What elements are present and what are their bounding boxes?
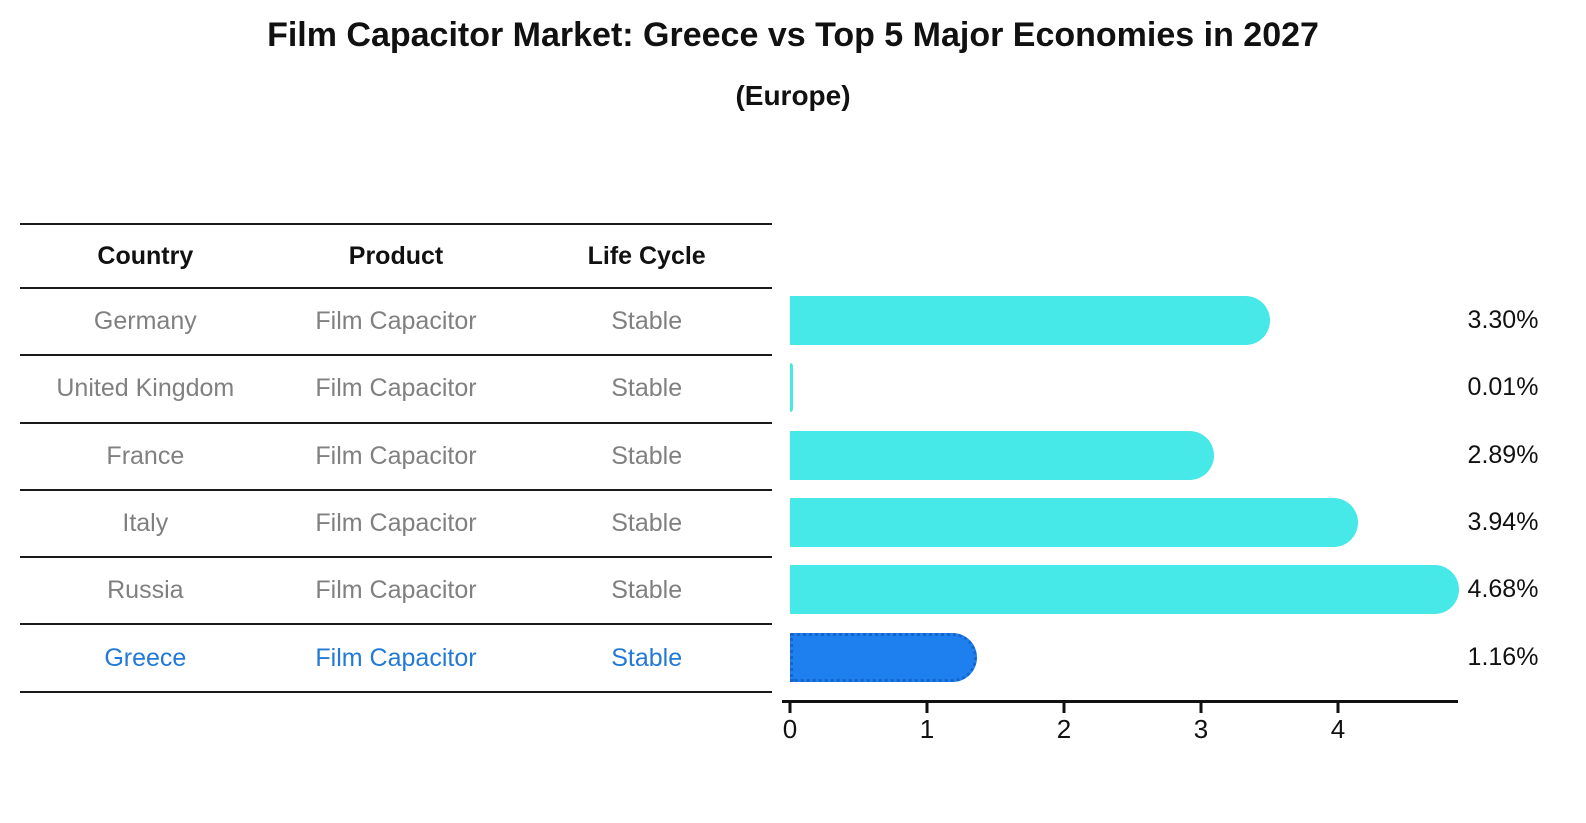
bar <box>790 498 1358 548</box>
life-cycle-cell: Stable <box>611 643 683 672</box>
country-cell: Italy <box>122 509 169 538</box>
table-row: Germany Film Capacitor Stable <box>20 289 772 357</box>
life-cycle-cell: Stable <box>611 576 683 605</box>
table-row: Russia Film Capacitor Stable <box>20 558 772 626</box>
x-axis-tick-label: 1 <box>919 714 935 744</box>
table-row: France Film Capacitor Stable <box>20 424 772 491</box>
x-axis-tick <box>1336 703 1340 713</box>
x-axis-tick <box>1199 703 1203 713</box>
country-cell: United Kingdom <box>56 374 235 403</box>
value-label: 3.94% <box>1467 508 1539 537</box>
bar <box>790 296 1271 346</box>
country-cell: France <box>106 441 185 470</box>
bar <box>790 430 1214 480</box>
product-cell: Film Capacitor <box>315 576 477 605</box>
country-table: Country Product Life Cycle Germany Film … <box>20 223 772 693</box>
x-axis-tick-label: 0 <box>782 714 798 744</box>
country-cell: Greece <box>104 643 187 672</box>
value-label: 2.89% <box>1467 440 1539 469</box>
x-axis-tick-label: 3 <box>1193 714 1209 744</box>
bar-row <box>790 556 1470 623</box>
chart-subtitle: (Europe) <box>735 80 851 111</box>
value-label-column: 3.30% 0.01% 2.89% 3.94% 4.68% 1.16% <box>1448 287 1558 691</box>
product-cell: Film Capacitor <box>315 441 477 470</box>
x-axis-tick-label: 4 <box>1330 714 1346 744</box>
table-row: United Kingdom Film Capacitor Stable <box>20 356 772 424</box>
column-header-life-cycle: Life Cycle <box>587 241 706 270</box>
table-row: Greece Film Capacitor Stable <box>20 625 772 693</box>
value-label: 1.16% <box>1467 642 1539 671</box>
bar-chart-plot-area <box>790 287 1470 691</box>
country-cell: Russia <box>107 576 184 605</box>
x-axis-tick <box>925 703 929 713</box>
life-cycle-cell: Stable <box>611 307 683 336</box>
table-row: Italy Film Capacitor Stable <box>20 491 772 559</box>
bar <box>790 632 977 682</box>
life-cycle-cell: Stable <box>611 509 683 538</box>
table-body: Germany Film Capacitor Stable United Kin… <box>20 289 772 693</box>
product-cell: Film Capacitor <box>315 307 477 336</box>
bar <box>790 565 1460 615</box>
column-header-product: Product <box>348 241 444 270</box>
value-label: 3.30% <box>1467 306 1539 335</box>
x-axis-tick-label: 2 <box>1056 714 1072 744</box>
table-header-row: Country Product Life Cycle <box>20 223 772 289</box>
bar-row <box>790 422 1470 489</box>
product-cell: Film Capacitor <box>315 374 477 403</box>
product-cell: Film Capacitor <box>315 509 477 538</box>
bar-row <box>790 287 1470 354</box>
bar-row <box>790 354 1470 421</box>
life-cycle-cell: Stable <box>611 441 683 470</box>
value-label: 4.68% <box>1467 575 1539 604</box>
x-axis-tick <box>788 703 792 713</box>
x-axis-tick <box>1062 703 1066 713</box>
column-header-country: Country <box>97 241 194 270</box>
product-cell: Film Capacitor <box>315 643 477 672</box>
x-axis-line <box>782 700 1458 703</box>
value-label: 0.01% <box>1467 373 1539 402</box>
bar-row <box>790 489 1470 556</box>
country-cell: Germany <box>93 307 197 336</box>
bar <box>790 363 794 413</box>
bar-row <box>790 624 1470 691</box>
life-cycle-cell: Stable <box>611 374 683 403</box>
chart-title: Film Capacitor Market: Greece vs Top 5 M… <box>267 16 1319 54</box>
